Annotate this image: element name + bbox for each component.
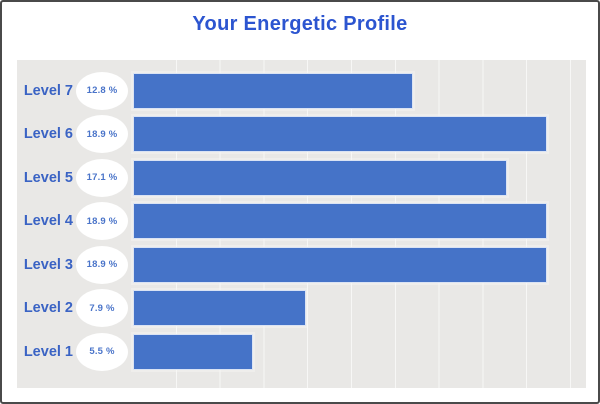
chart-rows: Level 7 12.8 % Level 6 18.9 % Level 5 17.1 % L… (17, 60, 586, 388)
value-label: 18.9 % (86, 259, 118, 271)
category-label: Level 3 (23, 256, 73, 273)
chart-row: Level 4 18.9 % (21, 200, 586, 244)
value-badge: 18.9 % (76, 202, 128, 241)
chart-panel: Level 7 12.8 % Level 6 18.9 % Level 5 17.1 % L… (17, 60, 586, 388)
chart-row: Level 6 18.9 % (21, 113, 586, 157)
chart-row: Level 1 5.5 % (21, 330, 586, 374)
chart-title: Your Energetic Profile (192, 13, 408, 35)
chart-row: Level 3 18.9 % (21, 243, 586, 287)
value-label: 18.9 % (86, 215, 118, 227)
bar-track (133, 203, 586, 240)
value-label: 12.8 % (86, 85, 118, 97)
category-label: Level 5 (23, 169, 73, 186)
category-label: Level 7 (23, 82, 73, 99)
value-badge: 17.1 % (76, 158, 128, 197)
bar-track (133, 116, 586, 153)
bar-track (133, 72, 586, 109)
bar-track (133, 159, 586, 196)
bar (133, 290, 306, 327)
bar (133, 333, 254, 370)
value-badge: 7.9 % (76, 289, 128, 328)
value-label: 18.9 % (86, 128, 118, 140)
value-badge: 18.9 % (76, 115, 128, 154)
bar (133, 246, 547, 283)
value-label: 7.9 % (89, 302, 115, 314)
chart-row: Level 5 17.1 % (21, 156, 586, 200)
category-label: Level 4 (23, 213, 73, 230)
value-badge: 12.8 % (76, 71, 128, 110)
value-label: 5.5 % (89, 346, 115, 358)
bar (133, 203, 547, 240)
category-label: Level 2 (23, 300, 73, 317)
category-label: Level 1 (23, 343, 73, 360)
bar (133, 72, 414, 109)
bar (133, 116, 547, 153)
bar (133, 159, 508, 196)
bar-track (133, 290, 586, 327)
value-badge: 18.9 % (76, 245, 128, 284)
value-label: 17.1 % (86, 172, 118, 184)
chart-row: Level 2 7.9 % (21, 287, 586, 331)
category-label: Level 6 (23, 126, 73, 143)
chart-row: Level 7 12.8 % (21, 69, 586, 113)
value-badge: 5.5 % (76, 332, 128, 371)
bar-track (133, 246, 586, 283)
bar-track (133, 333, 586, 370)
